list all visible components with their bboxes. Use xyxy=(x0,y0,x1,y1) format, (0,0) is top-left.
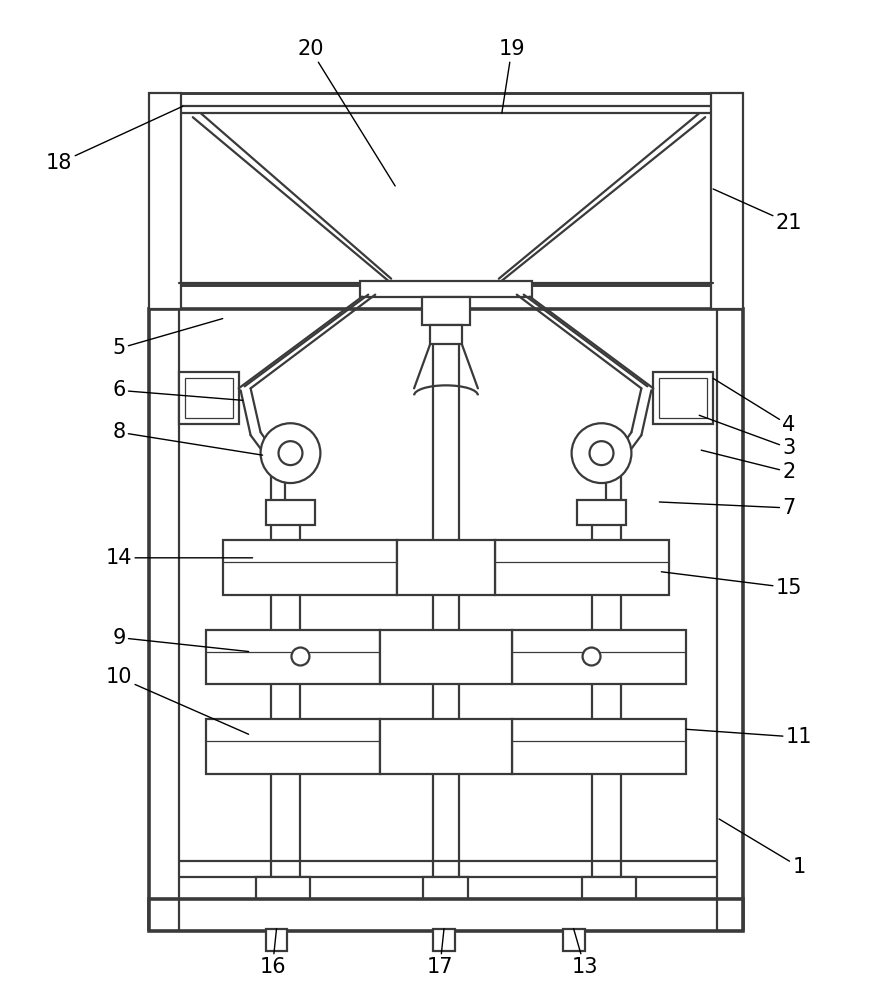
Text: 8: 8 xyxy=(112,422,263,455)
Circle shape xyxy=(589,441,613,465)
Bar xyxy=(265,929,287,951)
Bar xyxy=(495,540,669,595)
Bar xyxy=(149,309,743,929)
Text: 18: 18 xyxy=(46,106,182,173)
Text: 15: 15 xyxy=(661,572,802,598)
Bar xyxy=(179,93,713,285)
Bar xyxy=(512,630,686,684)
Text: 19: 19 xyxy=(498,39,525,113)
Circle shape xyxy=(261,423,320,483)
Bar xyxy=(653,372,713,424)
Text: 7: 7 xyxy=(659,498,796,518)
Text: 14: 14 xyxy=(106,548,253,568)
Bar xyxy=(265,500,315,525)
Bar xyxy=(255,877,311,902)
Bar xyxy=(206,719,380,774)
Text: 13: 13 xyxy=(571,929,598,977)
Bar xyxy=(581,877,636,902)
Text: 3: 3 xyxy=(700,415,796,458)
Bar xyxy=(562,929,585,951)
Bar xyxy=(433,929,455,951)
Text: 20: 20 xyxy=(297,39,395,186)
Bar xyxy=(430,325,462,344)
Bar xyxy=(512,719,686,774)
Bar xyxy=(659,378,708,418)
Text: 21: 21 xyxy=(713,189,802,233)
Bar xyxy=(206,630,380,684)
Text: 10: 10 xyxy=(106,667,248,734)
Text: 1: 1 xyxy=(719,819,805,877)
Circle shape xyxy=(583,648,601,665)
Text: 17: 17 xyxy=(427,929,453,977)
Bar xyxy=(149,93,181,309)
Text: 4: 4 xyxy=(713,378,796,435)
Text: 11: 11 xyxy=(686,727,813,747)
Bar xyxy=(577,500,627,525)
Bar xyxy=(149,899,743,931)
Bar xyxy=(422,297,470,325)
Text: 2: 2 xyxy=(701,450,796,482)
Bar xyxy=(222,540,397,595)
Text: 16: 16 xyxy=(259,929,286,977)
Bar xyxy=(423,877,468,902)
Circle shape xyxy=(279,441,303,465)
Circle shape xyxy=(571,423,631,483)
Bar xyxy=(397,540,495,595)
Bar xyxy=(185,378,232,418)
Bar xyxy=(179,372,239,424)
Text: 9: 9 xyxy=(112,628,248,652)
Bar xyxy=(360,281,531,297)
Text: 6: 6 xyxy=(112,380,243,400)
Text: 5: 5 xyxy=(112,319,222,358)
Bar xyxy=(380,630,512,684)
Bar xyxy=(380,719,512,774)
Bar xyxy=(711,93,743,309)
Circle shape xyxy=(292,648,310,665)
